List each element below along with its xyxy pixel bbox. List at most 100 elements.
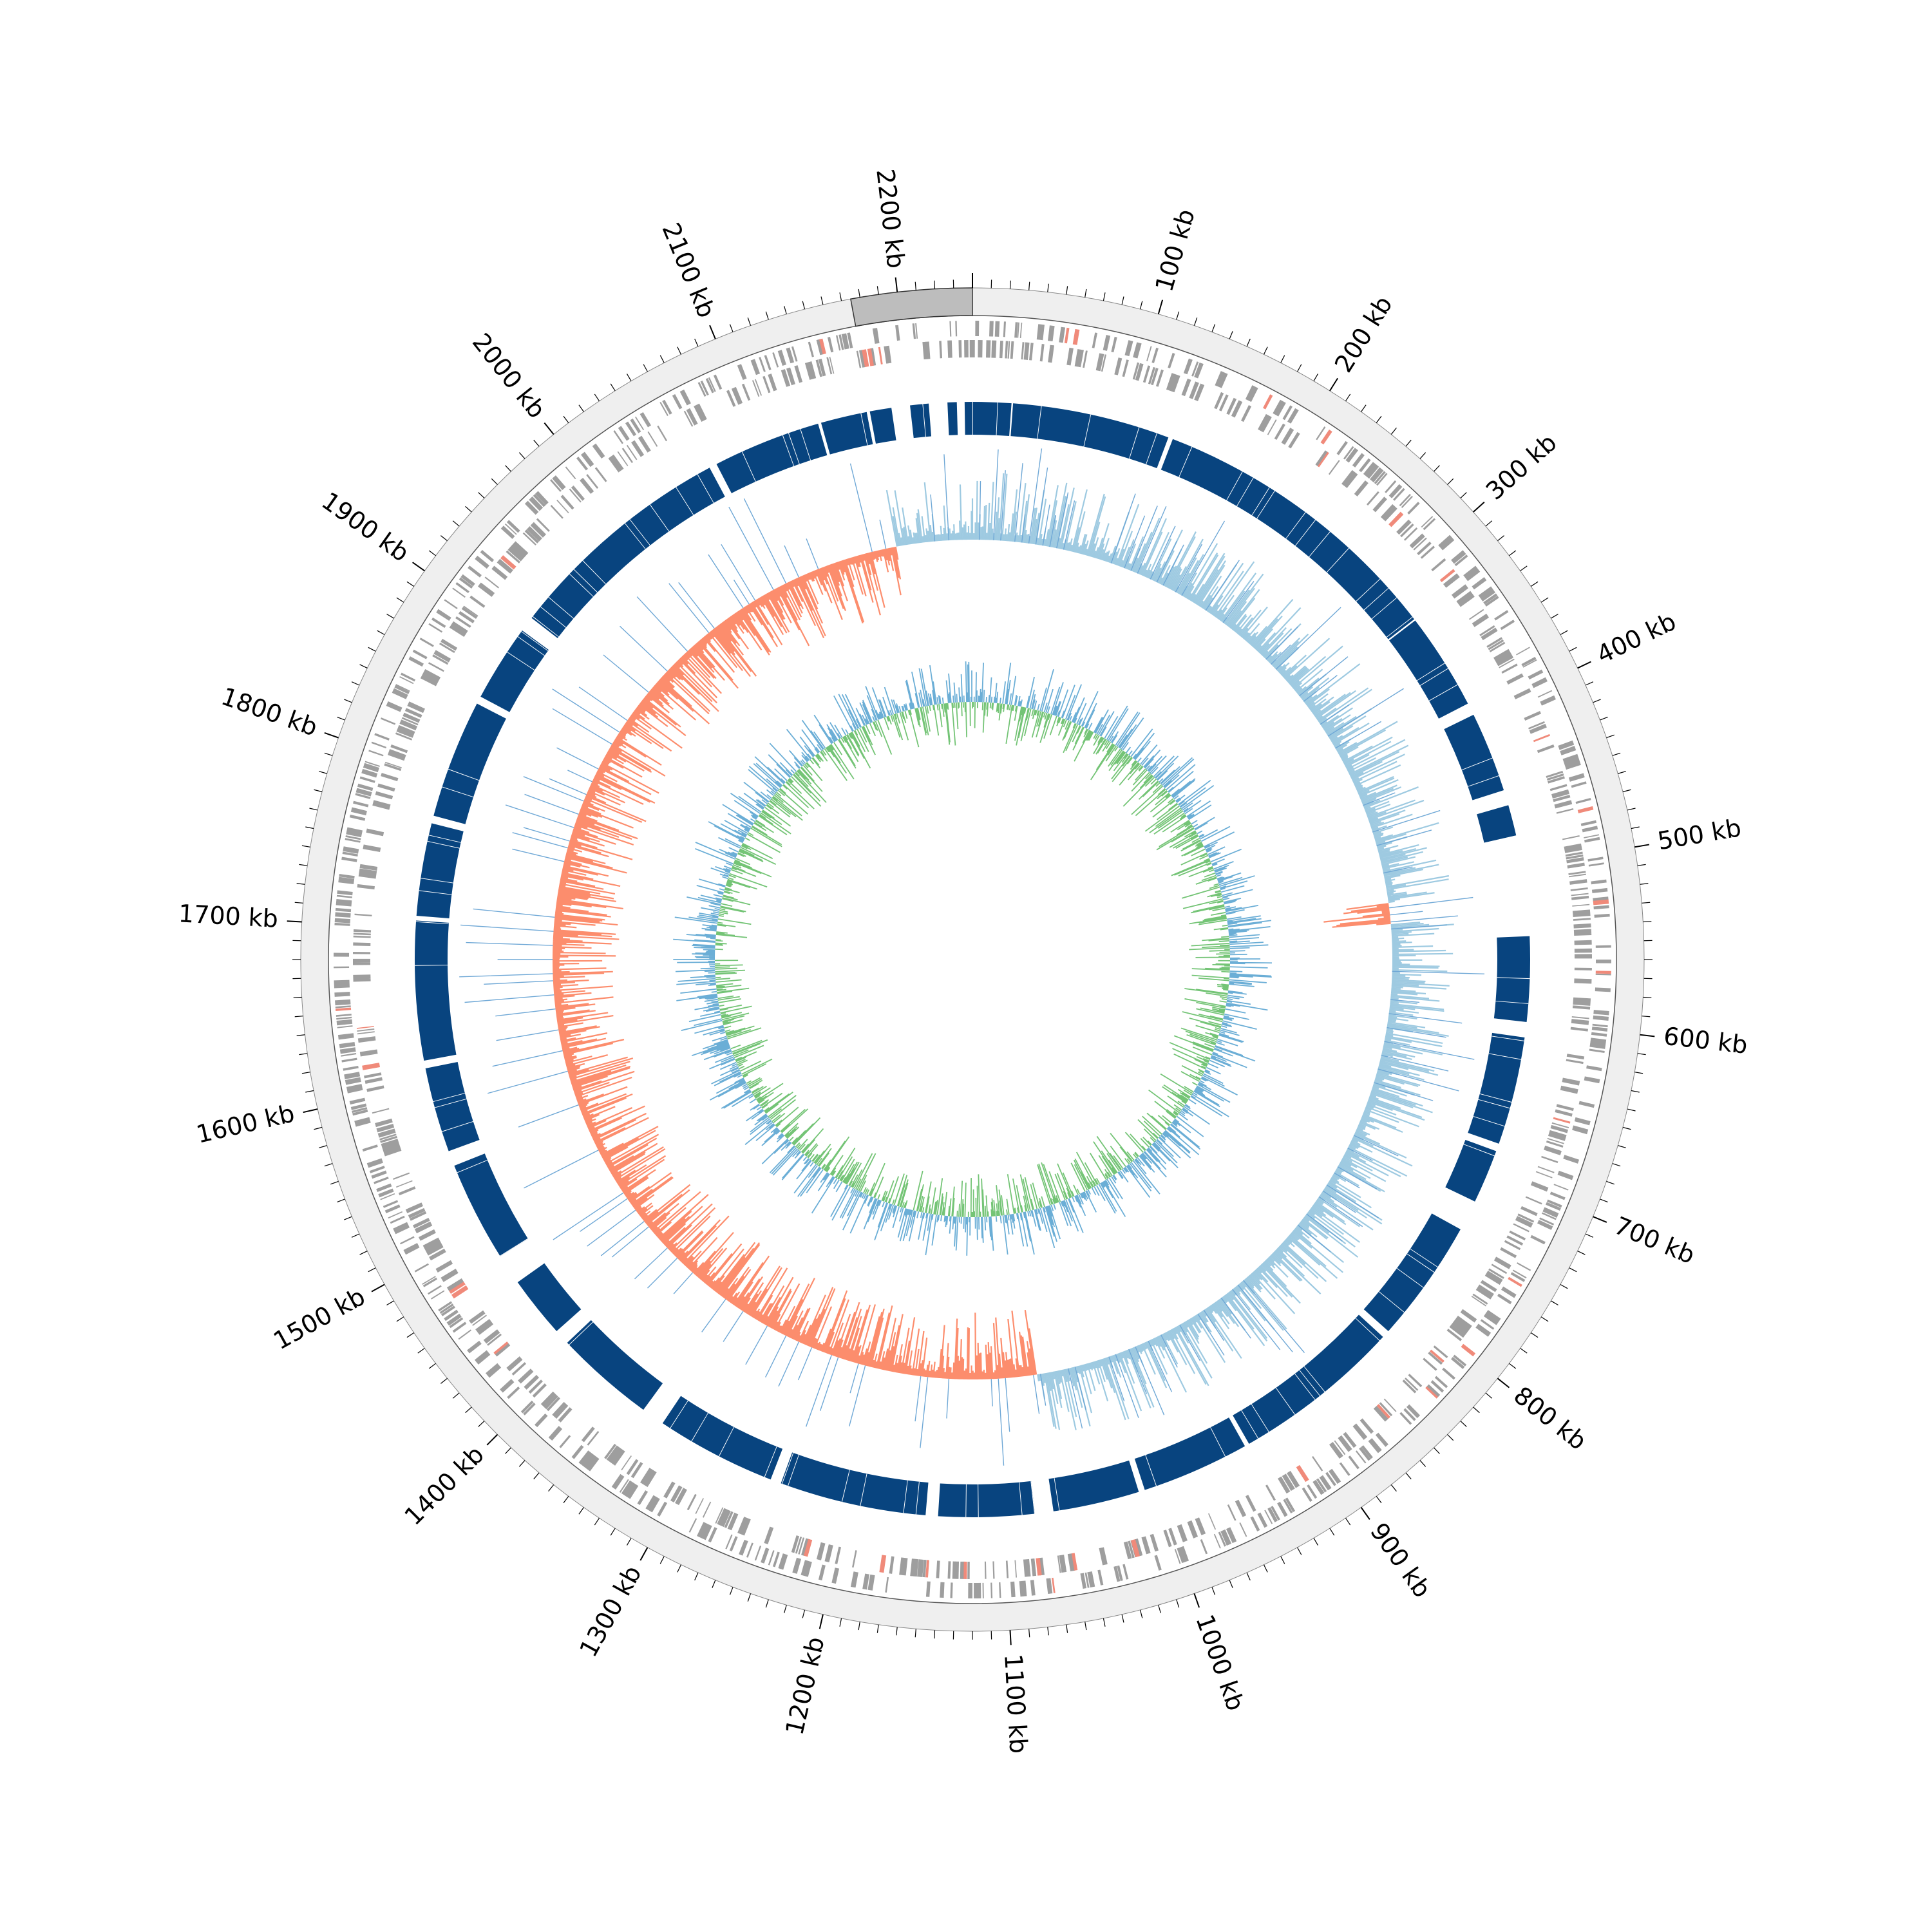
minor-tick	[1296, 364, 1302, 372]
minor-tick	[1577, 1251, 1586, 1255]
minor-tick	[1280, 1556, 1285, 1564]
gene-block	[454, 1153, 528, 1256]
minor-tick	[1229, 331, 1233, 339]
scale-label: 100 kb	[1150, 206, 1200, 295]
minor-tick	[784, 306, 787, 314]
minor-tick	[1606, 734, 1615, 739]
minor-tick	[1642, 1016, 1651, 1018]
gene-block	[1389, 620, 1468, 719]
minor-tick	[1405, 1472, 1412, 1480]
major-tick	[1193, 1593, 1200, 1608]
minor-tick	[820, 296, 824, 305]
minor-tick	[1560, 1283, 1568, 1289]
gene-block	[517, 1263, 582, 1332]
minor-tick	[626, 1538, 632, 1546]
minor-tick	[548, 1484, 554, 1492]
minor-tick	[914, 1629, 916, 1638]
minor-tick	[1593, 699, 1601, 703]
minor-tick	[330, 1180, 339, 1185]
minor-tick	[324, 1163, 333, 1167]
major-tick	[819, 1614, 824, 1629]
minor-tick	[1606, 1180, 1615, 1185]
minor-tick	[1631, 1090, 1640, 1093]
minor-tick	[694, 1572, 699, 1581]
minor-tick	[934, 1630, 936, 1639]
minor-tick	[1551, 613, 1558, 619]
minor-tick	[518, 452, 526, 459]
minor-tick	[1211, 1587, 1216, 1595]
minor-tick	[301, 845, 310, 848]
minor-tick	[319, 1145, 327, 1148]
minor-tick	[765, 311, 769, 320]
minor-tick	[452, 520, 460, 527]
gene-block	[1134, 1417, 1245, 1490]
gene-block	[567, 1320, 663, 1410]
minor-tick	[1460, 1421, 1467, 1427]
scale-label: 2200 kb	[871, 167, 910, 270]
gene-block	[1363, 1213, 1461, 1332]
minor-tick	[1530, 1332, 1539, 1338]
minor-tick	[368, 647, 376, 652]
minor-tick	[1585, 1233, 1594, 1238]
scale-label: 1300 kb	[574, 1560, 647, 1662]
gene-block-track	[415, 402, 1530, 1517]
minor-tick	[1627, 808, 1636, 811]
minor-tick	[1390, 1484, 1397, 1492]
minor-tick	[858, 1622, 860, 1631]
skew-spike	[459, 448, 1485, 1466]
minor-tick	[428, 550, 436, 556]
minor-tick	[301, 1072, 310, 1074]
minor-tick	[1376, 1496, 1382, 1504]
minor-tick	[1627, 1108, 1636, 1112]
scale-label: 500 kb	[1656, 813, 1743, 855]
minor-tick	[294, 902, 303, 904]
minor-tick	[1612, 1163, 1621, 1167]
scale-ticks	[287, 273, 1655, 1645]
minor-tick	[610, 383, 616, 392]
minor-tick	[1509, 1363, 1517, 1369]
minor-tick	[1376, 415, 1382, 423]
skew-negative	[553, 546, 1391, 1380]
minor-tick	[1585, 681, 1594, 686]
major-tick	[895, 277, 898, 292]
scale-label: 1600 kb	[194, 1099, 298, 1148]
gene-block	[433, 703, 506, 824]
scale-label: 200 kb	[1329, 291, 1398, 377]
minor-tick	[1569, 1267, 1577, 1273]
major-tick	[1640, 1034, 1655, 1037]
minor-tick	[1121, 296, 1124, 305]
minor-tick	[465, 506, 472, 513]
minor-tick	[406, 1332, 415, 1338]
minor-tick	[765, 1599, 769, 1608]
minor-tick	[505, 1447, 511, 1454]
gene-block	[716, 423, 828, 493]
minor-tick	[1246, 338, 1251, 347]
scale-label: 800 kb	[1508, 1381, 1592, 1455]
minor-tick	[1447, 478, 1454, 485]
minor-tick	[386, 1300, 394, 1306]
major-tick	[412, 562, 425, 572]
minor-tick	[324, 752, 333, 756]
scale-label: 600 kb	[1662, 1022, 1749, 1059]
minor-tick	[1600, 716, 1608, 721]
major-tick	[324, 732, 339, 739]
scale-label: 1400 kb	[399, 1440, 489, 1531]
minor-tick	[1121, 1614, 1124, 1623]
minor-tick	[563, 1496, 569, 1504]
minor-tick	[1028, 1629, 1030, 1638]
minor-tick	[478, 492, 485, 498]
minor-tick	[1643, 996, 1652, 998]
minor-tick	[1313, 1538, 1319, 1546]
minor-tick	[626, 374, 632, 381]
minor-tick	[1551, 1300, 1558, 1306]
major-tick	[1473, 501, 1485, 513]
minor-tick	[396, 1316, 404, 1322]
minor-tick	[729, 324, 734, 332]
major-tick	[639, 1547, 649, 1561]
major-tick	[1497, 1378, 1510, 1388]
minor-tick	[344, 1216, 352, 1220]
gene-block	[416, 823, 464, 919]
gene-block	[1445, 1139, 1497, 1202]
minor-tick	[1634, 1072, 1643, 1074]
minor-tick	[610, 1528, 616, 1536]
